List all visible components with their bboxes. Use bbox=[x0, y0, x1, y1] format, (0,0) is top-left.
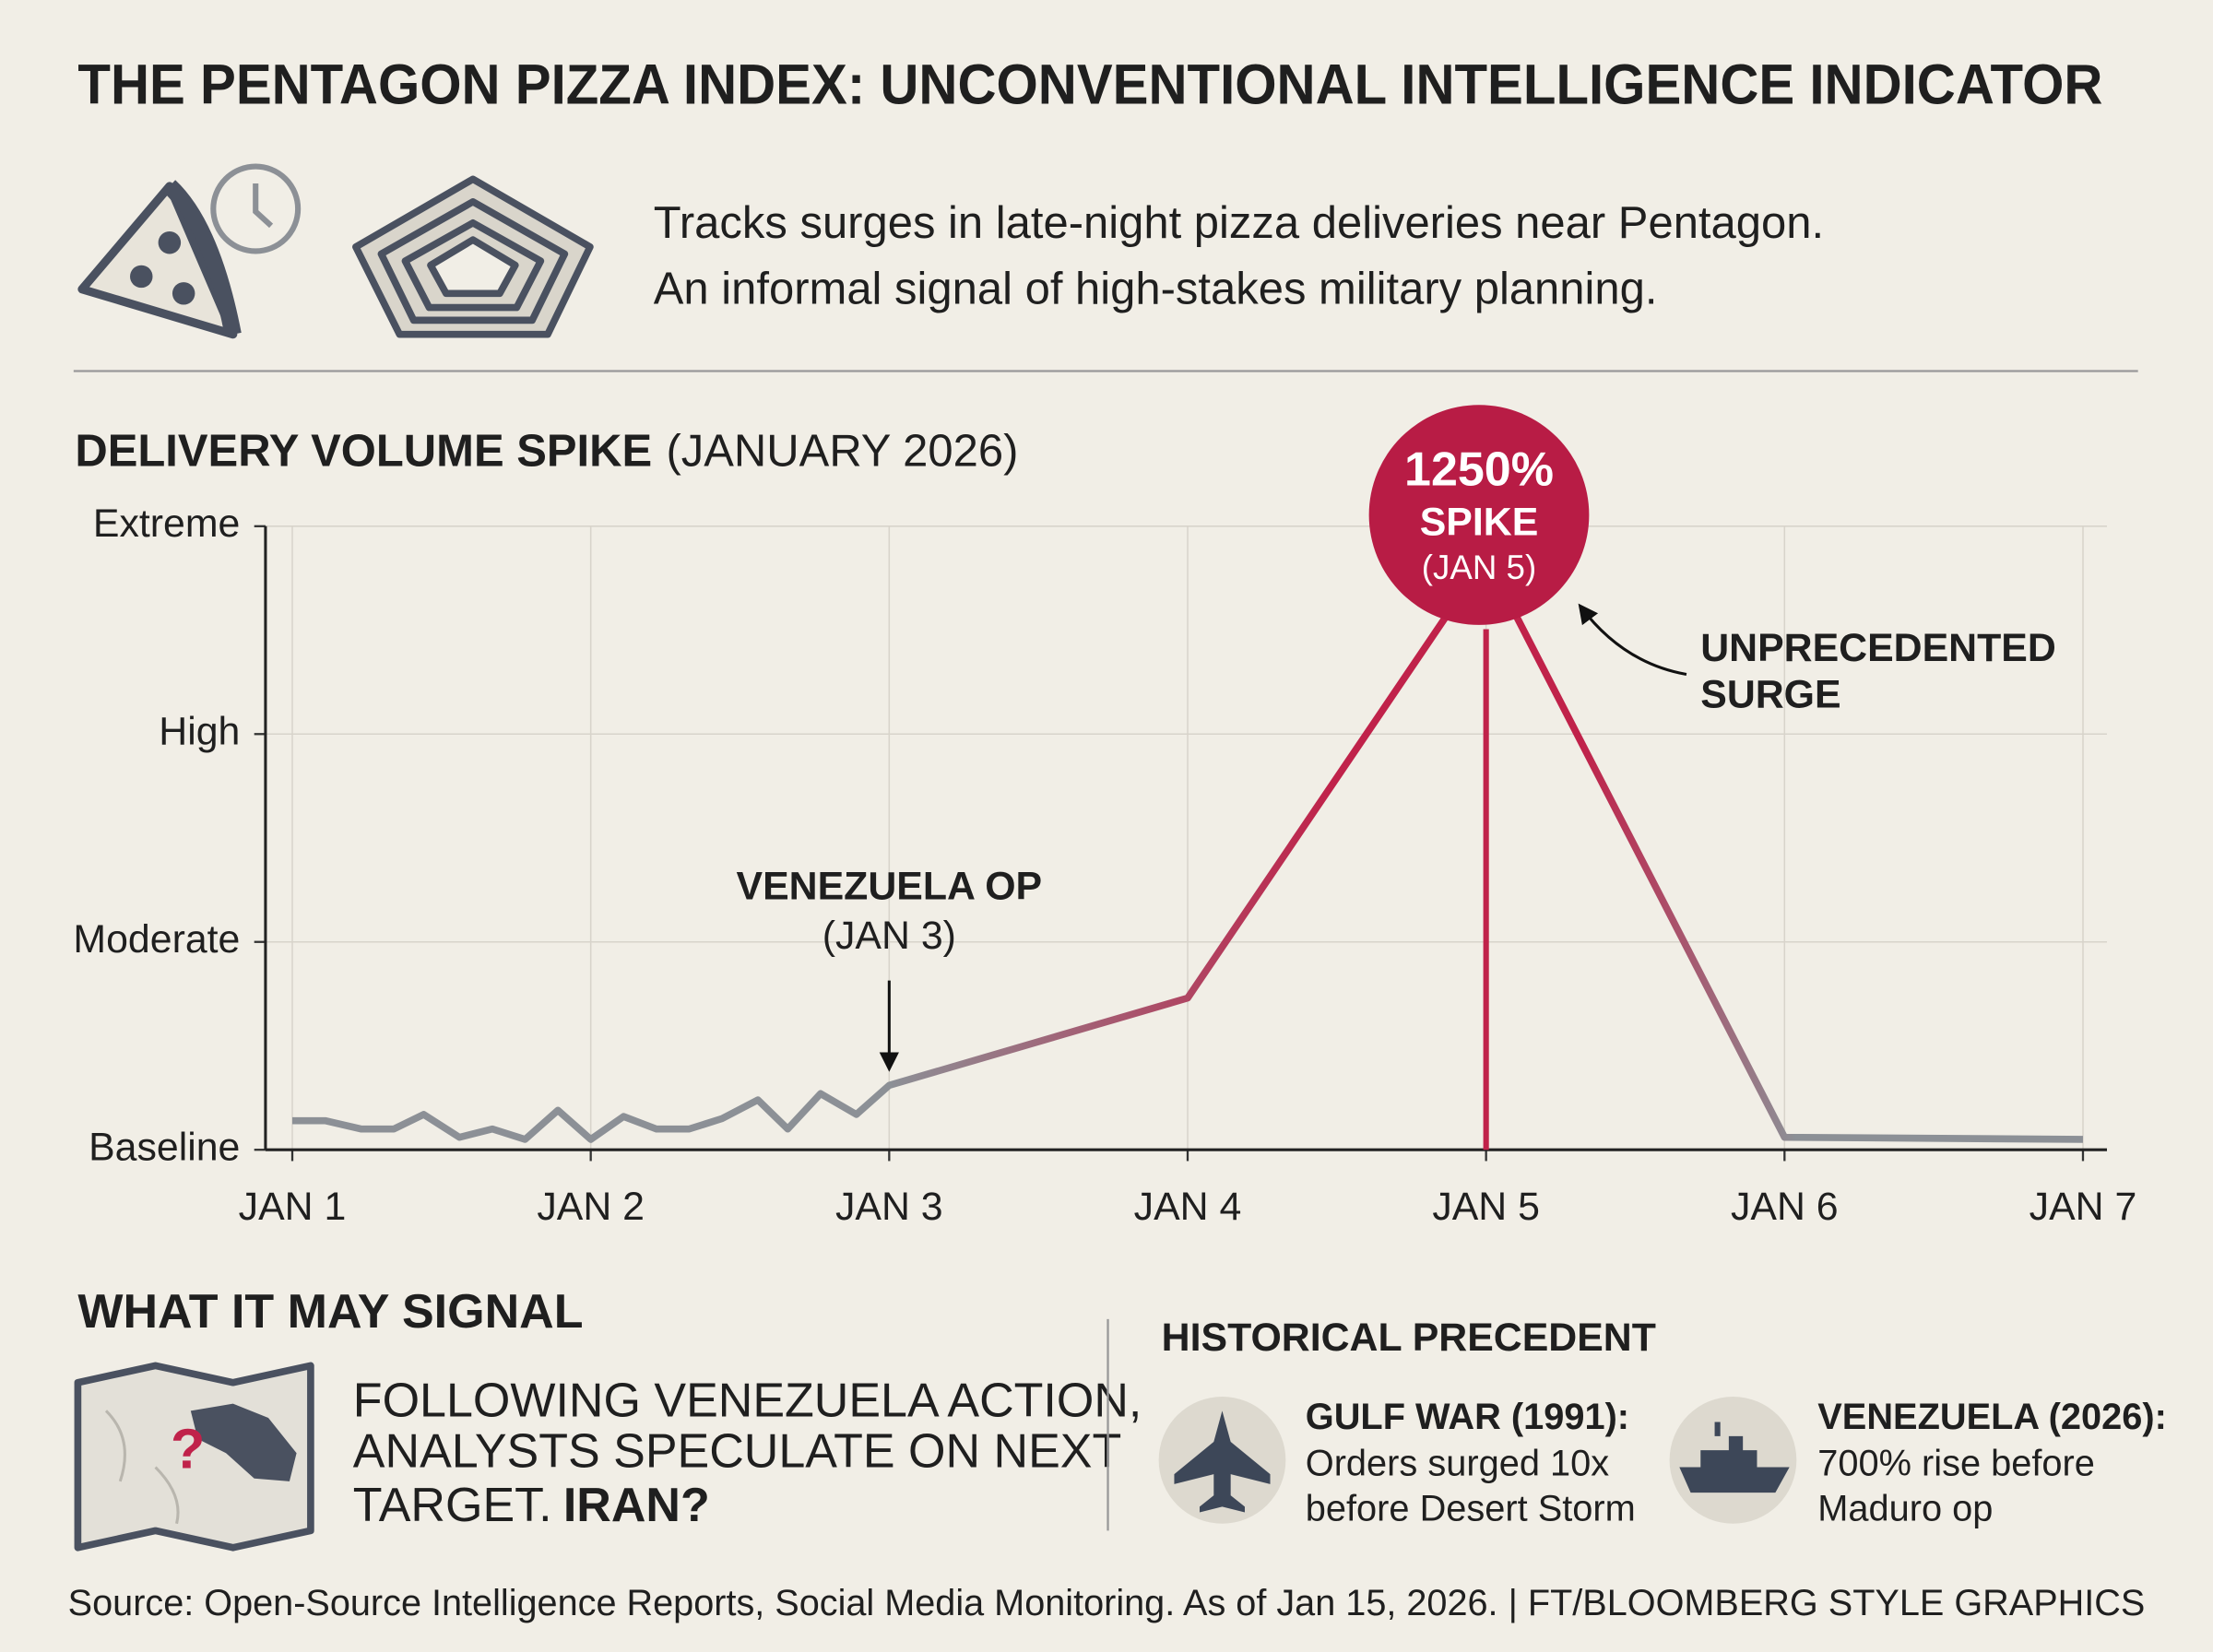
x-tick-label: JAN 5 bbox=[1432, 1185, 1540, 1229]
y-tick-label: Moderate bbox=[73, 917, 240, 962]
y-tick-label: High bbox=[159, 710, 240, 754]
precedent-text: 700% rise before bbox=[1817, 1444, 2095, 1484]
y-tick-label: Extreme bbox=[93, 502, 240, 546]
signal-line: TARGET. bbox=[353, 1479, 552, 1532]
chart-subtitle: (JANUARY 2026) bbox=[666, 427, 1018, 477]
chart: Baseline Moderate High Extreme JAN 1 JAN 2 JAN… bbox=[73, 405, 2136, 1229]
svg-text:?: ? bbox=[171, 1417, 205, 1480]
signal-line: FOLLOWING VENEZUELA ACTION, bbox=[353, 1374, 1142, 1427]
spike-badge bbox=[1368, 405, 1590, 625]
pentagon-icon bbox=[352, 175, 594, 338]
spike-label: SPIKE bbox=[1420, 501, 1539, 545]
signal-line: ANALYSTS SPECULATE ON NEXT bbox=[353, 1425, 1121, 1479]
annotation-arrow bbox=[1578, 603, 1687, 676]
precedent-text: Orders surged 10x bbox=[1306, 1444, 1609, 1484]
section-title: HISTORICAL PRECEDENT bbox=[1162, 1316, 1656, 1360]
line bbox=[292, 553, 2084, 1143]
precedent-text: Maduro op bbox=[1817, 1488, 1993, 1528]
spike-value: 1250% bbox=[1404, 442, 1554, 496]
x-tick-label: JAN 4 bbox=[1134, 1185, 1242, 1229]
precedent-label: GULF WAR (1991): bbox=[1306, 1397, 1629, 1437]
source: Source: Open-Source Intelligence Reports… bbox=[68, 1583, 2146, 1623]
map-icon: ? bbox=[74, 1362, 314, 1552]
title: THE PENTAGON PIZZA INDEX: UNCONVENTIONAL… bbox=[77, 53, 2102, 116]
x-tick-label: JAN 7 bbox=[2030, 1185, 2137, 1229]
chart-title: DELIVERY VOLUME SPIKE bbox=[75, 427, 652, 477]
section-title: WHAT IT MAY SIGNAL bbox=[77, 1285, 583, 1339]
annotation: (JAN 3) bbox=[822, 914, 956, 958]
signal-line: TARGET. IRAN? bbox=[353, 1479, 710, 1532]
annotation: SURGE bbox=[1700, 672, 1840, 716]
annotation: VENEZUELA OP bbox=[737, 864, 1043, 908]
annotation: UNPRECEDENTED bbox=[1700, 626, 2055, 670]
description: An informal signal of high-stakes milita… bbox=[654, 265, 1658, 314]
x-tick-label: JAN 6 bbox=[1731, 1185, 1839, 1229]
clock-icon bbox=[210, 163, 302, 254]
x-tick-label: JAN 2 bbox=[537, 1185, 645, 1229]
precedent-label: VENEZUELA (2026): bbox=[1817, 1397, 2167, 1437]
spike-date: (JAN 5) bbox=[1422, 549, 1536, 586]
description: Tracks surges in late-night pizza delive… bbox=[654, 198, 1824, 248]
jet-icon bbox=[1158, 1397, 1286, 1524]
ship-icon bbox=[1669, 1397, 1797, 1524]
x-tick-label: JAN 1 bbox=[239, 1185, 347, 1229]
x-tick-label: JAN 3 bbox=[835, 1185, 943, 1229]
chart-heading: DELIVERY VOLUME SPIKE (JANUARY 2026) bbox=[75, 427, 1018, 477]
precedent-text: before Desert Storm bbox=[1306, 1488, 1636, 1528]
signal-emphasis: IRAN? bbox=[563, 1479, 710, 1532]
y-tick-label: Baseline bbox=[89, 1126, 240, 1170]
pizza-icon bbox=[77, 180, 242, 339]
